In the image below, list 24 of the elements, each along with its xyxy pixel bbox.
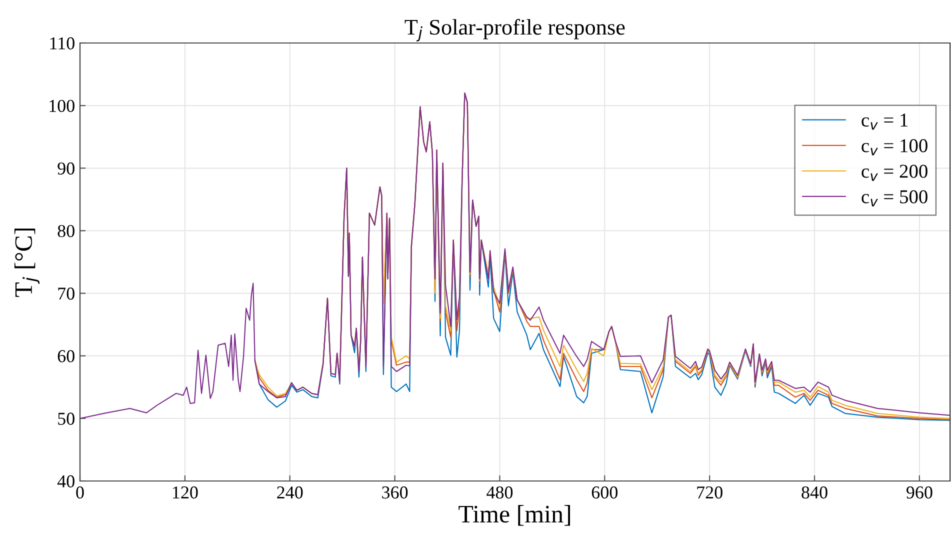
x-tick-label: 840 [802, 486, 828, 499]
x-tick-label: 120 [172, 486, 198, 499]
x-tick-label: 240 [277, 486, 303, 499]
y-tick-label: 90 [58, 162, 74, 175]
y-tick-label: 60 [58, 350, 74, 362]
y-tick-label: 70 [58, 288, 74, 300]
x-tick-label: 0 [76, 486, 84, 499]
legend-label: c$_{v}$ = 100 [862, 139, 928, 156]
x-tick-label: 960 [906, 486, 932, 499]
y-tick-label: 50 [58, 412, 74, 425]
legend-label: c$_{v}$ = 200 [862, 164, 928, 181]
y-tick-label: 80 [58, 224, 74, 238]
y-axis-title: T$_{j}$ [°C] [14, 228, 40, 297]
x-axis-title: Time [min] [458, 505, 570, 526]
x-tick-label: 480 [486, 486, 513, 499]
legend-label: c$_{v}$ = 500 [862, 190, 928, 206]
x-tick-label: 360 [382, 486, 408, 499]
legend-label: c$_{v}$ = 1 [862, 114, 908, 130]
y-tick-label: 100 [50, 100, 74, 112]
x-tick-label: 600 [592, 486, 618, 499]
x-tick-label: 720 [697, 486, 722, 499]
chart-title: T$_{j}$ Solar-profile response [404, 18, 625, 42]
y-tick-label: 110 [50, 37, 74, 50]
y-tick-label: 40 [57, 475, 74, 488]
